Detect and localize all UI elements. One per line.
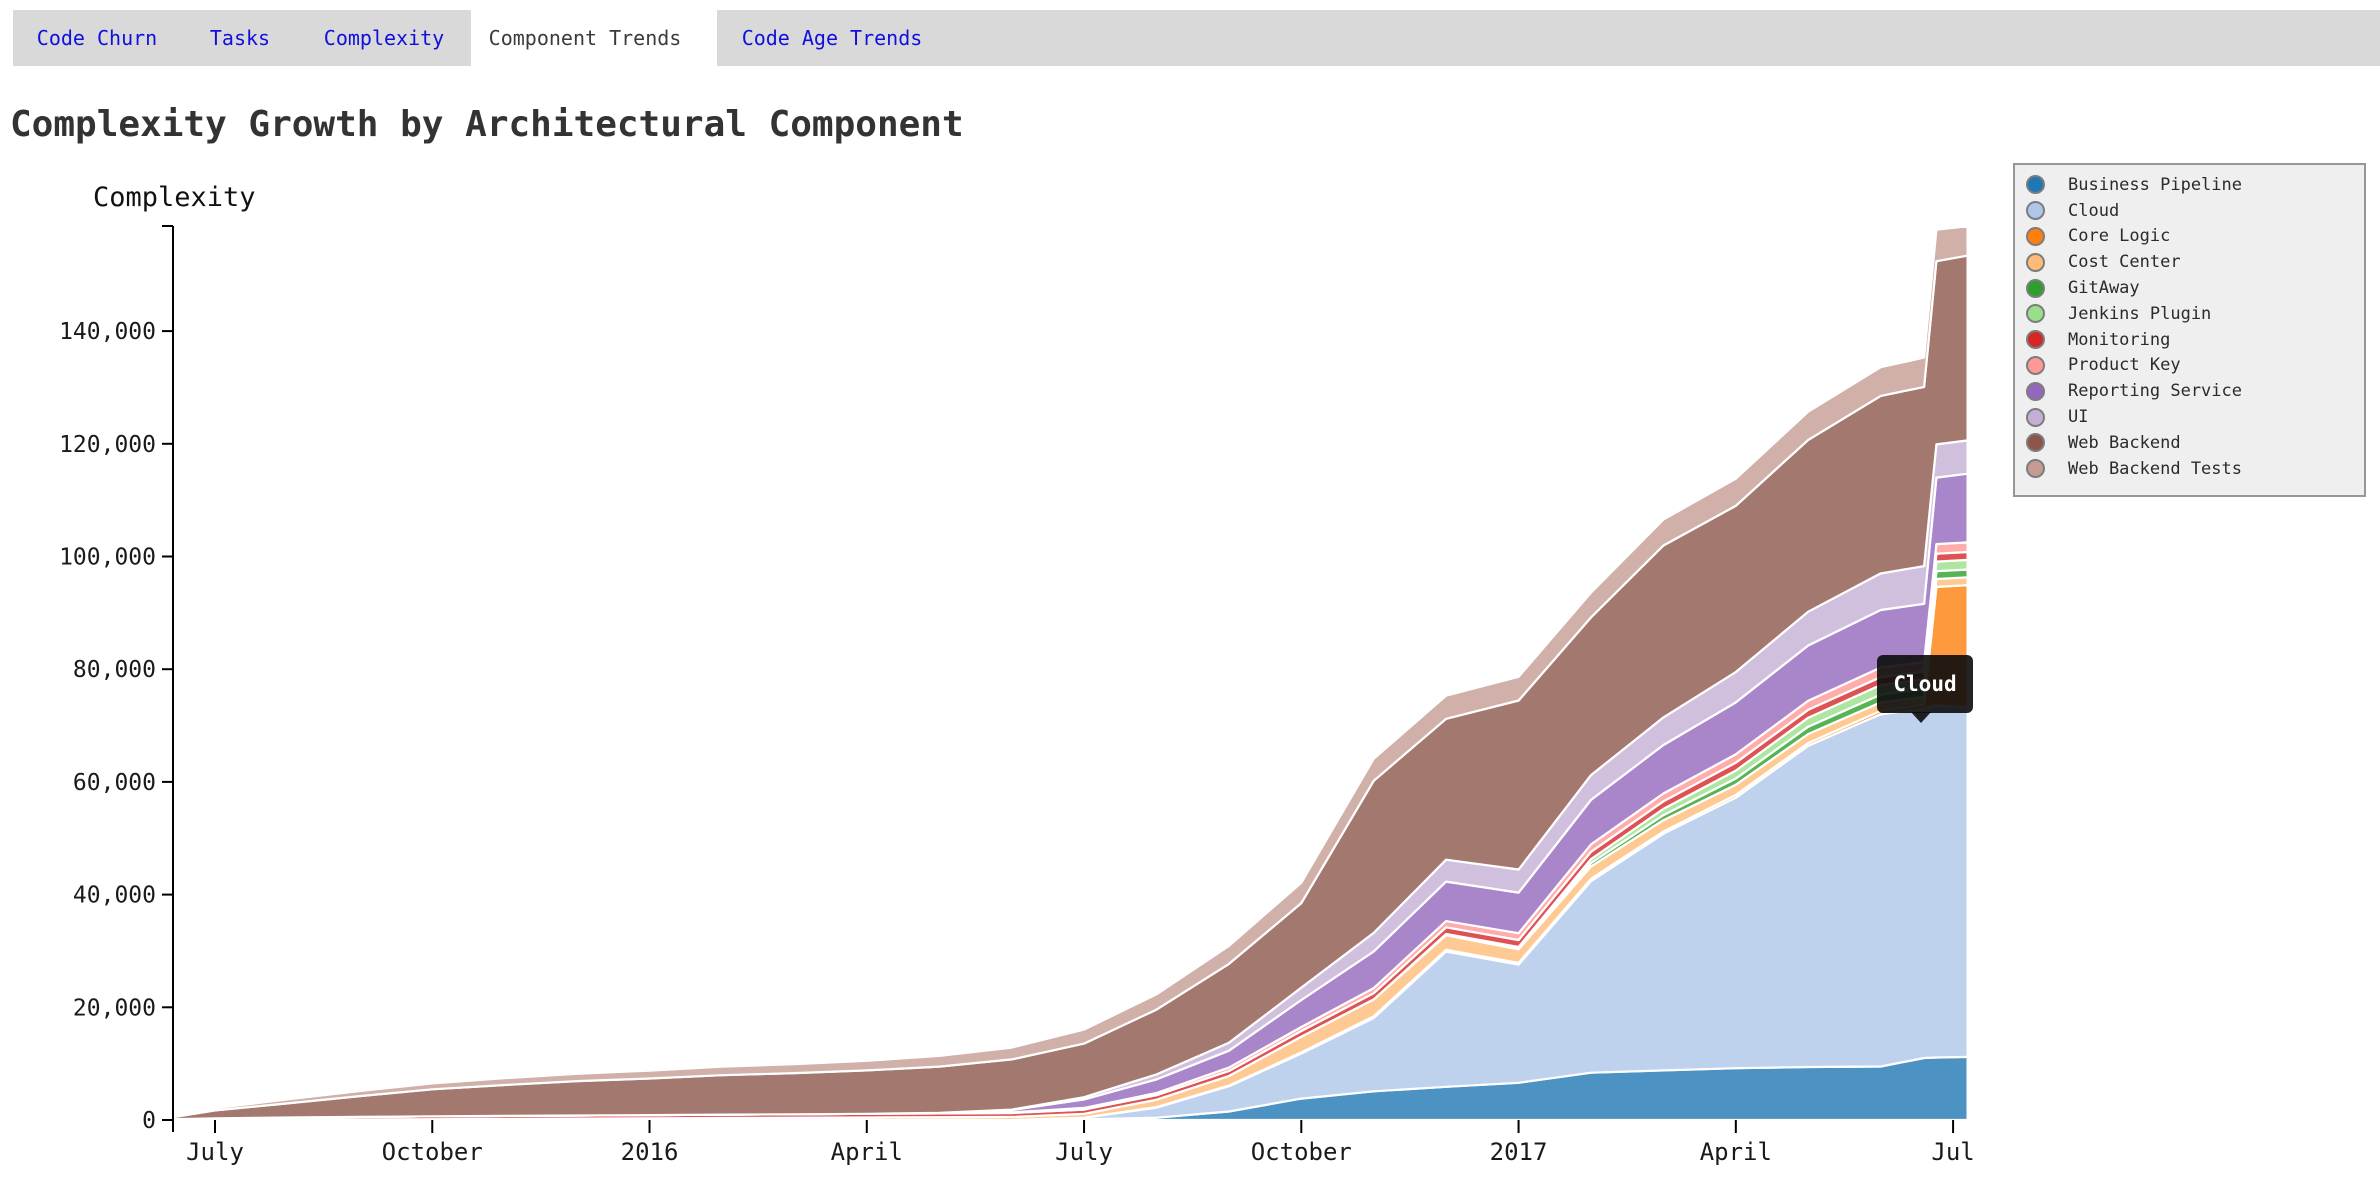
tab-code-churn[interactable]: Code Churn: [36, 26, 158, 50]
legend-swatch-icon: [2026, 278, 2045, 298]
axis-tick-label: 100,000: [59, 545, 156, 571]
y-axis-title: Complexity: [93, 182, 256, 213]
legend-label: Product Key: [2068, 355, 2181, 376]
legend-label: Web Backend Tests: [2068, 458, 2242, 479]
legend-item-monitoring: Monitoring: [2015, 327, 2364, 353]
axis-tick-label: 20,000: [73, 995, 156, 1021]
legend-swatch-icon: [2026, 381, 2045, 401]
legend-label: GitAway: [2068, 278, 2140, 299]
legend-item-core-logic: Core Logic: [2015, 224, 2364, 250]
chart-axes-layer: 0 20,000 40,000 60,000 80,000 100,000 120,000 1…: [59, 225, 1975, 1166]
tab-bar: Code Churn Tasks Complexity Component Tr…: [13, 10, 2380, 66]
axis-tick-label: October: [1251, 1138, 1352, 1166]
legend-item-web-backend-tests: Web Backend Tests: [2015, 456, 2364, 482]
legend-label: Business Pipeline: [2068, 174, 2242, 195]
axis-tick-label: October: [382, 1138, 483, 1166]
legend-label: Cost Center: [2068, 252, 2181, 273]
axis-tick-label: 2016: [621, 1138, 679, 1166]
axis-tick-label: 140,000: [59, 319, 156, 345]
legend-swatch-icon: [2026, 407, 2045, 427]
legend-item-gitaway: GitAway: [2015, 275, 2364, 301]
legend-item-product-key: Product Key: [2015, 353, 2364, 379]
axis-tick-label: Jul: [1931, 1138, 1974, 1166]
legend-swatch-icon: [2026, 226, 2045, 246]
legend-item-reporting-service: Reporting Service: [2015, 378, 2364, 404]
legend-swatch-icon: [2026, 459, 2045, 479]
legend-item-web-backend: Web Backend: [2015, 430, 2364, 456]
legend-item-ui: UI: [2015, 404, 2364, 430]
axis-tick-label: July: [1055, 1138, 1113, 1166]
hover-tooltip: Cloud: [1877, 655, 1973, 713]
legend-item-cloud: Cloud: [2015, 198, 2364, 224]
axis-tick-label: April: [1700, 1138, 1772, 1166]
tab-component-trends[interactable]: Component Trends: [488, 26, 682, 50]
legend-label: Core Logic: [2068, 226, 2171, 247]
legend-label: UI: [2068, 407, 2089, 428]
legend-item-jenkins-plugin: Jenkins Plugin: [2015, 301, 2364, 327]
area-web-backend-tests[interactable]: [171, 225, 1969, 1119]
legend-label: Web Backend: [2068, 432, 2181, 453]
active-tab-background: [471, 10, 717, 66]
legend-swatch-icon: [2026, 201, 2045, 221]
legend-swatch-icon: [2026, 252, 2045, 272]
legend-label: Monitoring: [2068, 329, 2171, 350]
axis-tick-label: 120,000: [59, 432, 156, 458]
axis-tick-label: April: [831, 1138, 903, 1166]
axis-tick-label: 80,000: [73, 657, 156, 683]
page-title: Complexity Growth by Architectural Compo…: [10, 104, 964, 145]
tab-code-age-trends[interactable]: Code Age Trends: [741, 26, 923, 50]
axis-tick-label: 40,000: [73, 883, 156, 909]
legend-label: Jenkins Plugin: [2068, 303, 2212, 324]
legend-swatch-icon: [2026, 330, 2045, 350]
axis-tick-label: 0: [142, 1108, 156, 1134]
axis-tick-label: 2017: [1490, 1138, 1548, 1166]
axis-tick-label: 60,000: [73, 770, 156, 796]
tab-tasks[interactable]: Tasks: [209, 26, 271, 50]
legend-swatch-icon: [2026, 355, 2045, 375]
legend-swatch-icon: [2026, 175, 2045, 195]
tab-complexity[interactable]: Complexity: [323, 26, 445, 50]
legend-swatch-icon: [2026, 304, 2045, 324]
legend-item-cost-center: Cost Center: [2015, 249, 2364, 275]
chart-areas-layer[interactable]: [171, 225, 1969, 1122]
legend-swatch-icon: [2026, 433, 2045, 453]
legend-label: Cloud: [2068, 200, 2120, 221]
chart-legend: Business Pipeline Cloud Core Logic Cost Cen…: [2013, 163, 2366, 497]
axis-tick-label: July: [186, 1138, 244, 1166]
legend-item-business-pipeline: Business Pipeline: [2015, 172, 2364, 198]
tooltip-arrow-icon: [1911, 712, 1931, 723]
legend-label: Reporting Service: [2068, 381, 2242, 402]
